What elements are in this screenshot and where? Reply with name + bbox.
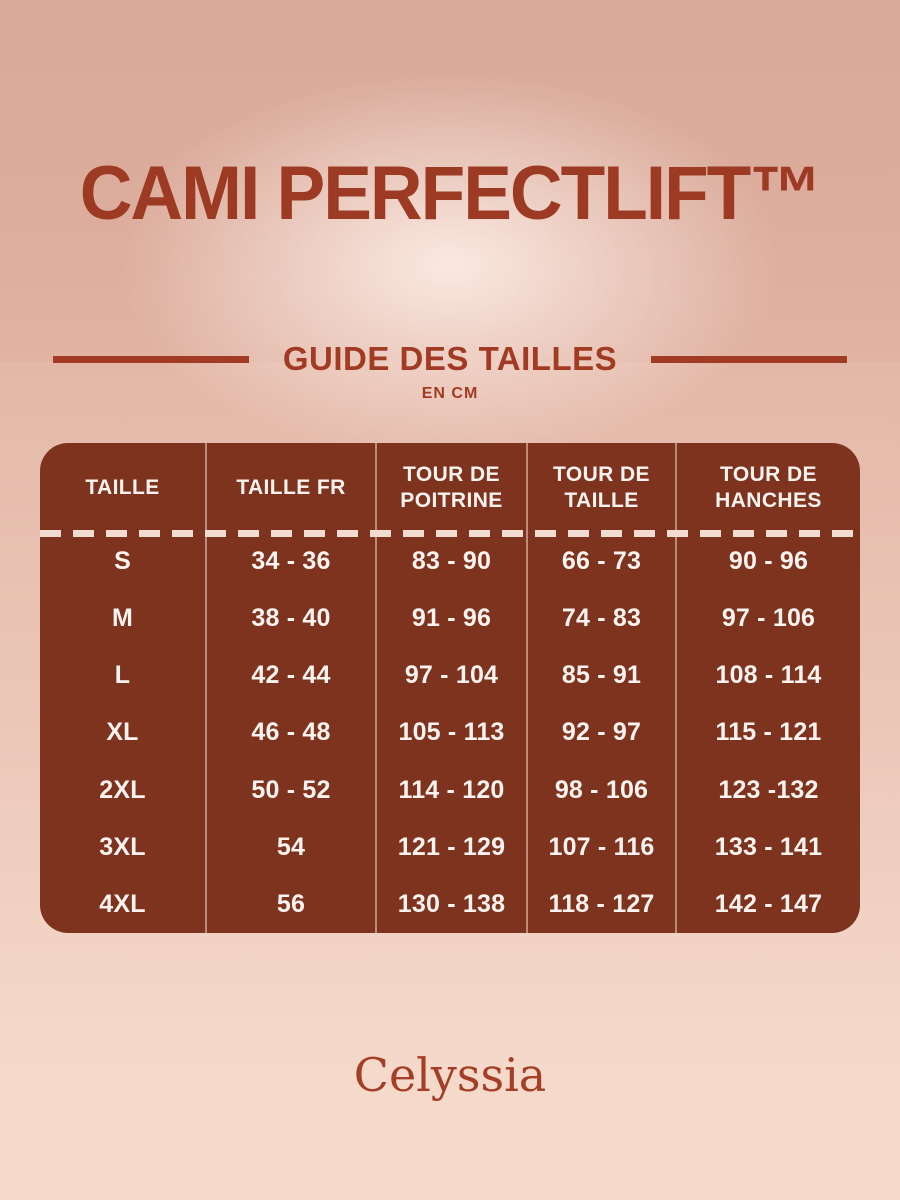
table-cell: 130 - 138 [375,875,526,933]
table-cell: 115 - 121 [675,704,860,762]
table-cell: 97 - 104 [375,647,526,705]
table-cell: 90 - 96 [675,533,860,591]
size-guide-heading: GUIDE DES TAILLES [282,340,618,377]
column-header-tour-de-taille: TOUR DE TAILLE [526,443,675,533]
table-cell: 118 - 127 [526,875,675,933]
size-chart-table: TAILLE TAILLE FR TOUR DE POITRINE TOUR D… [40,443,860,933]
decorative-line-left [52,355,249,363]
header-dashed-separator [40,530,860,537]
table-cell: 50 - 52 [205,761,375,819]
table-cell: 34 - 36 [205,533,375,591]
table-cell: 83 - 90 [375,533,526,591]
table-cell: M [111,604,134,633]
table-cell: 98 - 106 [526,761,675,819]
table-cell: 74 - 83 [526,590,675,648]
table-cell: 4XL [99,889,146,918]
table-cell: 38 - 40 [205,590,375,648]
column-header-taille-fr: TAILLE FR [205,443,375,533]
table-cell: 2XL [99,775,146,804]
table-cell: 107 - 116 [526,818,675,876]
column-header-tour-de-hanches: TOUR DE HANCHES [675,443,860,533]
table-cell: 56 [205,875,375,933]
column-header-taille: TAILLE [85,475,160,499]
brand-logo-text: Celyssia [353,1048,547,1102]
table-cell: 92 - 97 [526,704,675,762]
table-cell: 108 - 114 [675,647,860,705]
table-cell: 133 - 141 [675,818,860,876]
column-header-tour-de-poitrine: TOUR DE POITRINE [375,443,526,533]
table-cell: 105 - 113 [375,704,526,762]
size-guide-heading-row: GUIDE DES TAILLES [0,340,900,378]
table-cell: 42 - 44 [205,647,375,705]
unit-label: EN CM [421,385,479,402]
decorative-line-right [651,355,848,363]
product-title: CAMI PERFECTLIFT™ [79,151,823,236]
table-cell: 114 - 120 [375,761,526,819]
table-cell: 54 [205,818,375,876]
table-cell: 3XL [99,832,146,861]
table-cell: 91 - 96 [375,590,526,648]
table-cell: 46 - 48 [205,704,375,762]
table-cell: L [114,661,131,690]
table-cell: 142 - 147 [675,875,860,933]
table-cell: 121 - 129 [375,818,526,876]
table-cell: 85 - 91 [526,647,675,705]
table-cell: 97 - 106 [675,590,860,648]
table-cell: 123 -132 [675,761,860,819]
table-cell: 66 - 73 [526,533,675,591]
table-cell: XL [106,718,139,747]
table-cell: S [114,547,131,576]
